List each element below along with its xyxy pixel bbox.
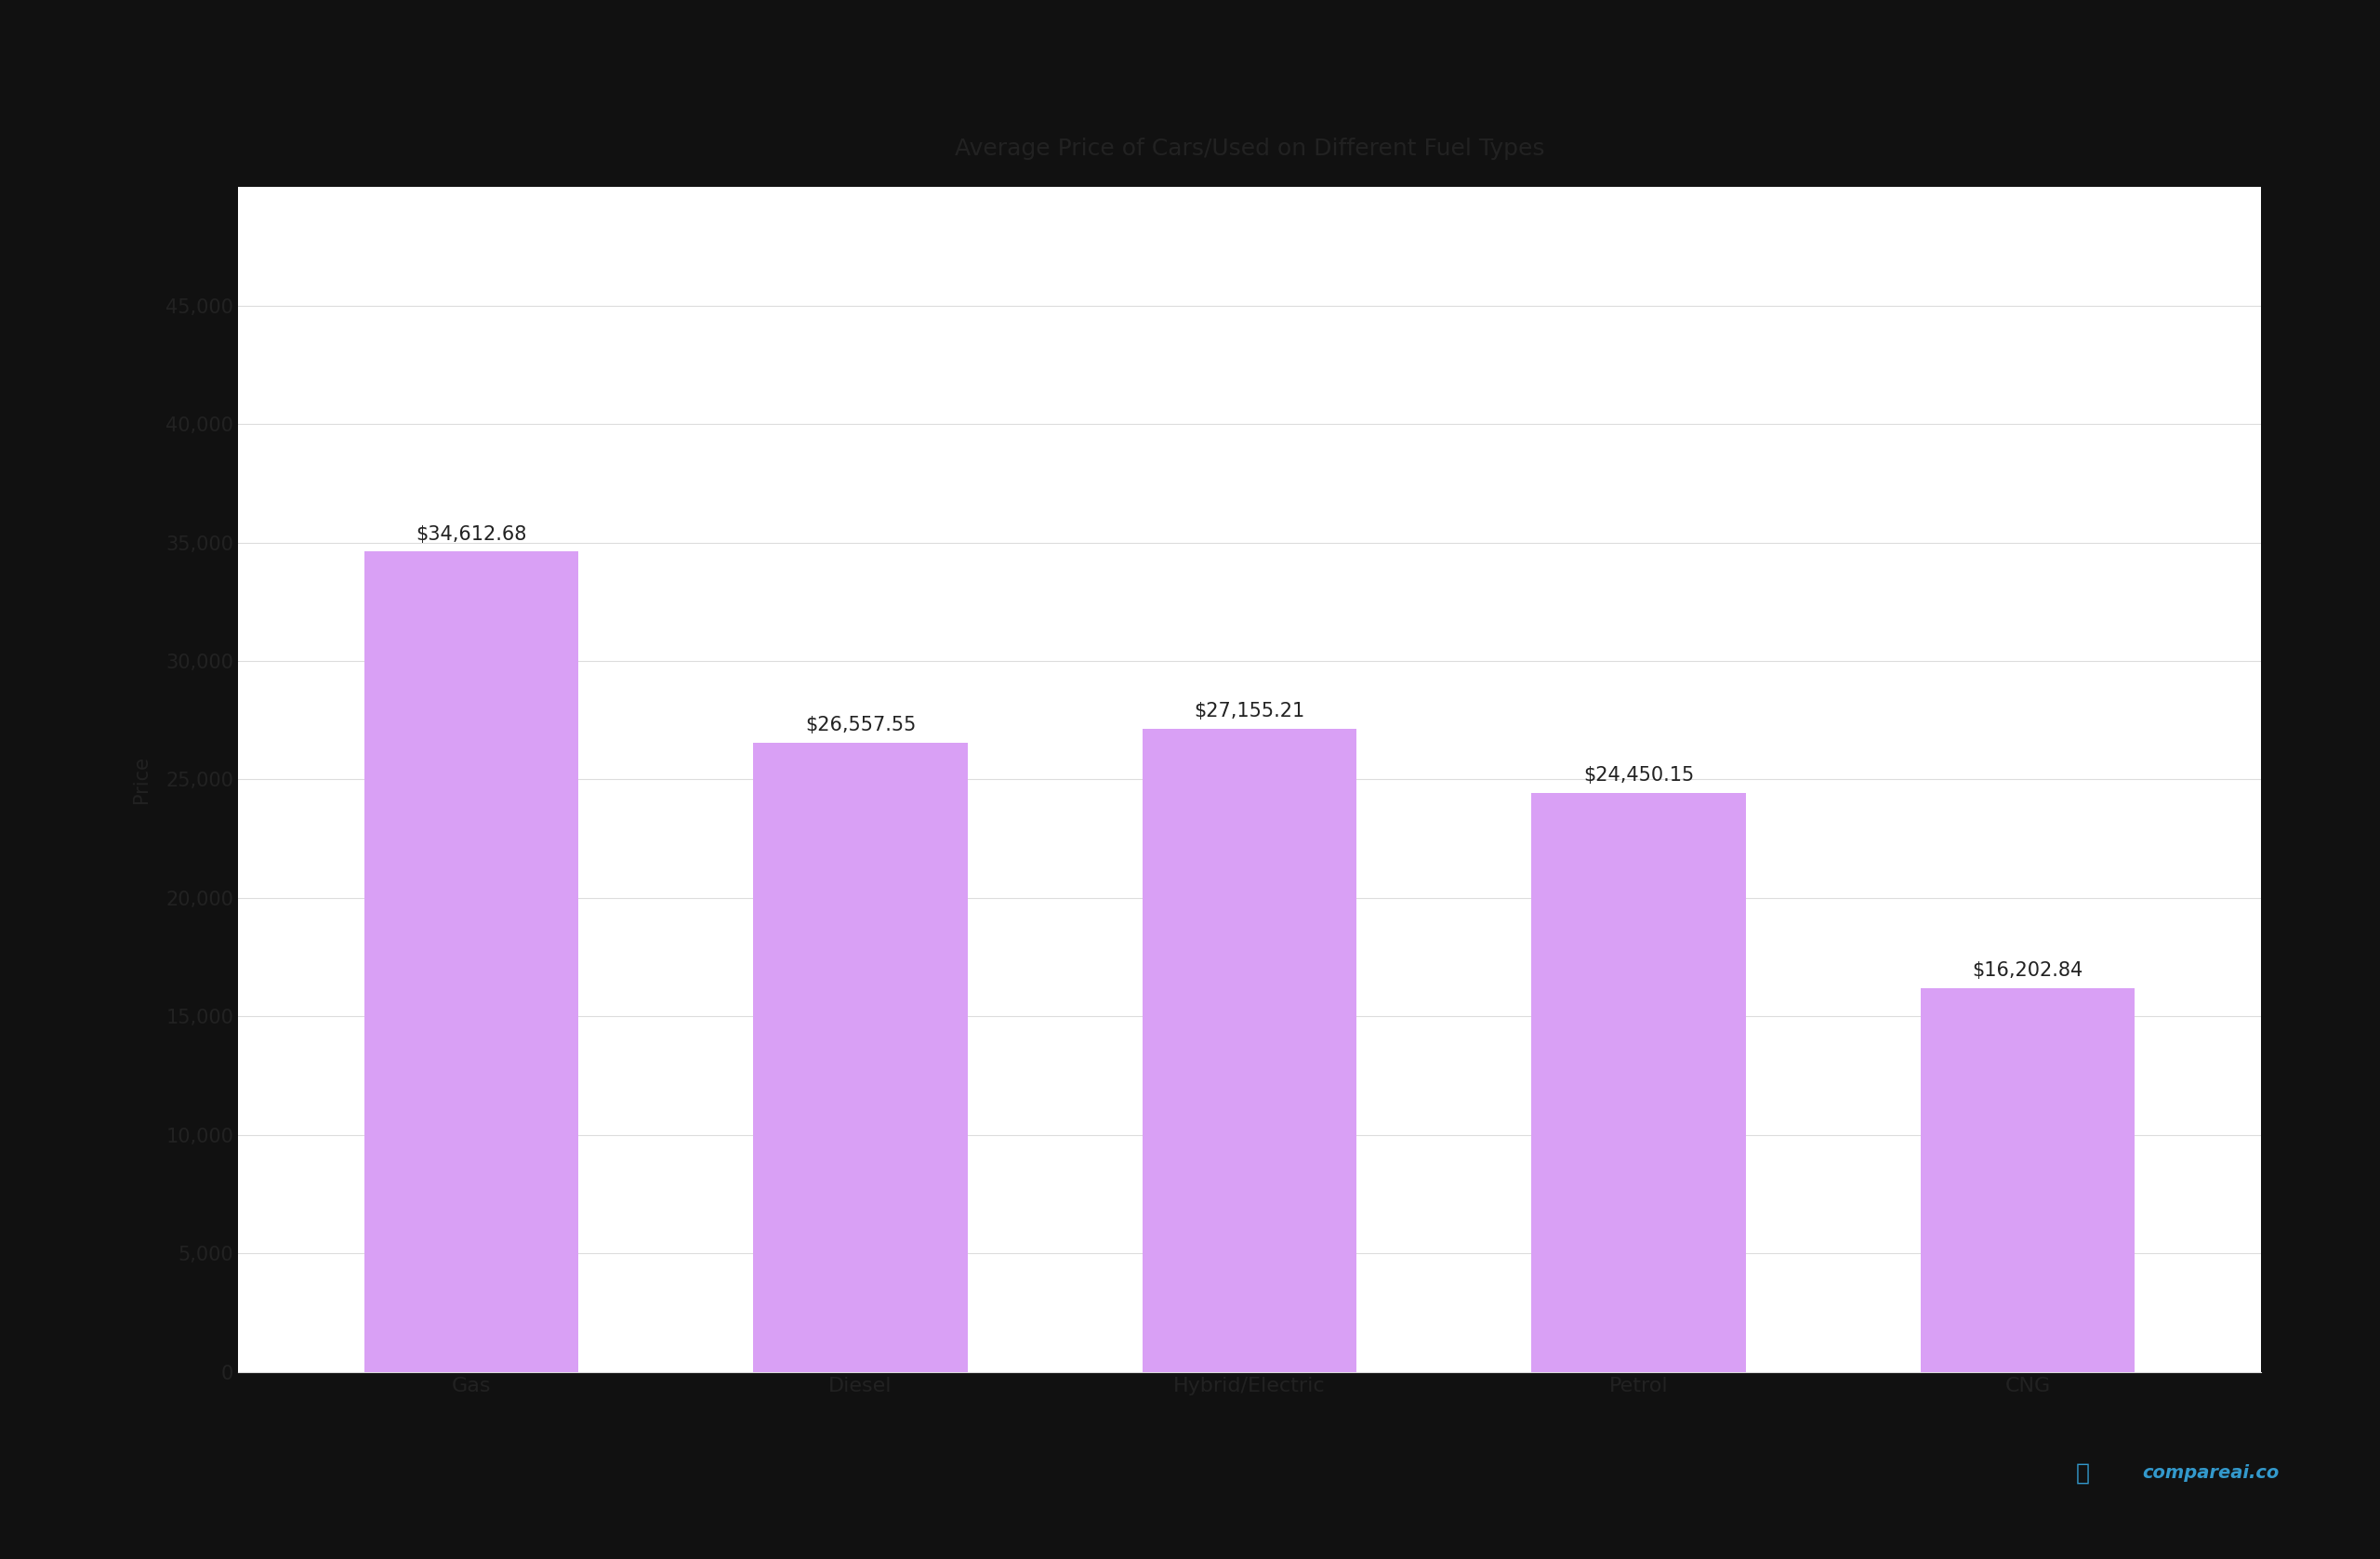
Text: $24,450.15: $24,450.15 [1583,765,1695,784]
Title: Average Price of Cars/Used on Different Fuel Types: Average Price of Cars/Used on Different … [954,137,1545,159]
Text: $26,557.55: $26,557.55 [804,716,916,734]
Bar [1142,728,1357,1372]
Bar [1533,792,1745,1372]
Text: $16,202.84: $16,202.84 [1973,960,2082,979]
Text: ⛨: ⛨ [2075,1462,2090,1484]
Text: compareai.co: compareai.co [2142,1464,2280,1483]
Text: $27,155.21: $27,155.21 [1195,702,1304,720]
Bar [754,742,966,1372]
Text: $34,612.68: $34,612.68 [416,525,526,544]
Bar [1921,988,2135,1372]
Y-axis label: Price: Price [131,756,150,803]
Bar [364,552,578,1372]
